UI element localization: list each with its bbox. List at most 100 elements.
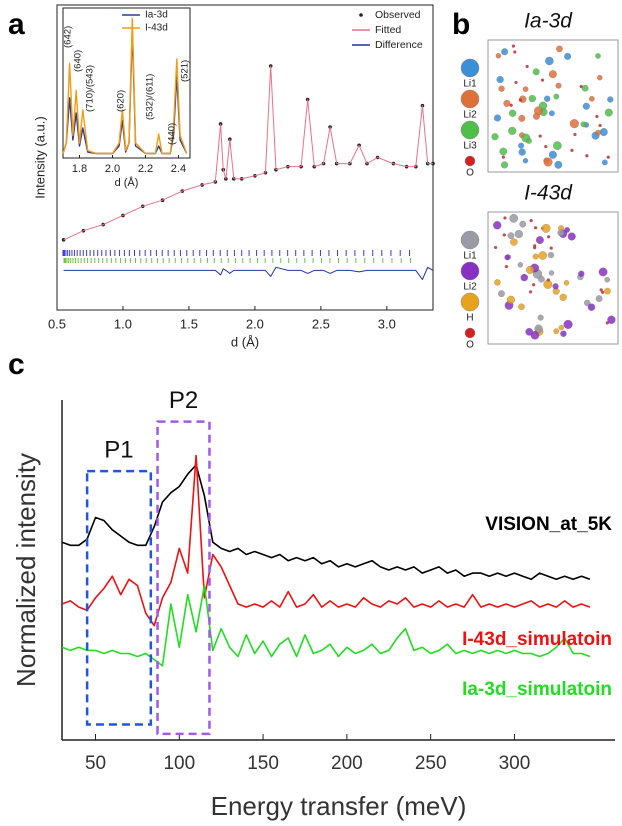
atom — [607, 156, 610, 159]
atom — [509, 110, 516, 117]
atom — [549, 111, 554, 116]
atom — [560, 294, 567, 301]
atom — [595, 53, 600, 58]
atom — [505, 255, 510, 260]
atom — [547, 278, 550, 281]
x-tick-label: 1.8 — [72, 163, 87, 175]
atom — [521, 274, 528, 281]
atom — [519, 149, 526, 156]
atom — [526, 328, 533, 335]
atom — [503, 217, 506, 220]
atom — [607, 316, 615, 324]
atom — [493, 221, 501, 229]
atom — [539, 135, 542, 138]
legend-atom — [461, 90, 479, 108]
legend-label: Observed — [375, 9, 421, 21]
x-tick-label: 2.4 — [171, 163, 186, 175]
x-tick-label: 1.0 — [114, 316, 132, 331]
x-axis-label: Energy transfer (meV) — [211, 791, 467, 821]
atom — [542, 224, 551, 233]
atom — [599, 124, 602, 127]
atom — [533, 69, 540, 76]
series-label: VISION_at_5K — [485, 514, 612, 535]
legend-label: I-43d — [145, 23, 168, 34]
legend-atom — [461, 293, 479, 311]
x-axis-label: d (Å) — [231, 334, 259, 349]
x-tick-label: 2.0 — [246, 316, 264, 331]
x-tick-label: 1.5 — [180, 316, 198, 331]
x-tick-label: 2.2 — [138, 163, 153, 175]
y-axis-label: Intensity (a.u.) — [32, 116, 47, 198]
atom — [494, 279, 500, 285]
atom — [549, 151, 557, 159]
atom — [553, 142, 561, 150]
atom — [583, 103, 590, 110]
atom — [508, 232, 514, 238]
atom — [554, 94, 559, 99]
atom — [507, 296, 515, 304]
x-axis-label: d (Å) — [115, 176, 139, 189]
peak-annotation: (440) — [167, 123, 178, 145]
x-tick-label: 2.0 — [105, 163, 120, 175]
structure-frame — [488, 212, 618, 344]
atom — [541, 79, 544, 82]
atom — [504, 100, 511, 107]
atom — [538, 315, 544, 321]
series-label: I-43d_simulatoin — [462, 629, 612, 650]
atom — [550, 247, 553, 250]
atom — [496, 53, 501, 58]
atom — [518, 304, 524, 310]
atom — [564, 320, 573, 329]
peak-annotation: (532)/(611) — [145, 74, 156, 120]
atom — [515, 230, 523, 238]
legend-atom-label: Li3 — [463, 141, 477, 152]
peak-annotation: (521) — [180, 60, 191, 82]
legend-atom — [461, 121, 479, 139]
atom — [526, 266, 534, 274]
atom — [498, 290, 504, 296]
peak-annotation: (710)/(543) — [85, 65, 96, 112]
atom — [502, 156, 505, 159]
panel-label: c — [8, 348, 25, 381]
x-tick-label: 150 — [247, 753, 279, 774]
atom — [530, 219, 533, 222]
legend-atom — [461, 262, 479, 280]
panel-label: b — [452, 8, 470, 41]
atom — [545, 57, 553, 65]
legend-atom — [461, 59, 479, 77]
atom — [559, 325, 564, 330]
atom — [519, 99, 522, 102]
atom — [558, 230, 565, 237]
atom — [601, 291, 604, 294]
peak-annotation: (640) — [73, 50, 84, 72]
structure-title: Ia-3d — [524, 10, 573, 33]
x-tick-label: 200 — [331, 753, 363, 774]
atom — [514, 81, 517, 84]
atom — [544, 96, 550, 102]
legend-atom — [465, 156, 475, 166]
region-label: P2 — [169, 387, 198, 414]
atom — [605, 277, 610, 282]
atom — [596, 130, 601, 135]
atom — [499, 86, 505, 92]
atom — [554, 328, 559, 333]
legend-label: Fitted — [375, 24, 401, 36]
atom — [564, 53, 571, 60]
atom — [570, 149, 573, 152]
atom — [510, 214, 518, 222]
atom — [520, 221, 526, 227]
atom — [526, 65, 529, 68]
atom — [539, 251, 547, 259]
atom — [518, 262, 523, 267]
atom — [497, 76, 504, 83]
atom — [534, 226, 537, 229]
peak-annotation: (620) — [116, 90, 127, 112]
legend-label: Difference — [375, 39, 423, 51]
legend-atom-label: H — [466, 313, 473, 324]
region-label: P1 — [104, 436, 133, 463]
atom — [555, 161, 563, 169]
page: {"panel_labels": ["a", "b", "c"], "struc… — [0, 0, 622, 826]
x-tick-label: 50 — [85, 753, 106, 774]
atom — [553, 283, 559, 289]
atom — [529, 95, 536, 102]
